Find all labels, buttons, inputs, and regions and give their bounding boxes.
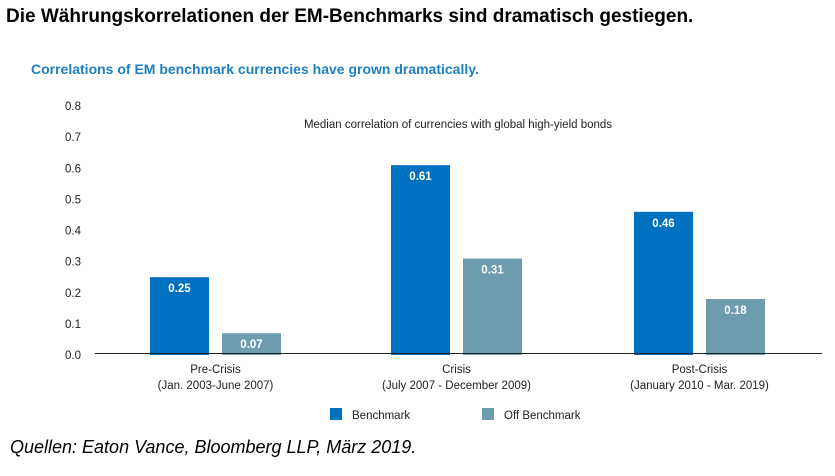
y-tick-label: 0.5 (65, 194, 81, 206)
chart-title: Median correlation of currencies with gl… (304, 119, 612, 131)
bar-chart: 0.0 0.1 0.2 0.3 0.4 0.5 0.6 0.7 0.8 Median corre… (65, 101, 822, 422)
x-axis-labels: Pre-Crisis (Jan. 2003-June 2007) Crisis (Ju… (158, 364, 769, 392)
legend: Benchmark Off Benchmark (330, 408, 581, 422)
y-tick-label: 0.8 (65, 101, 81, 113)
bar-benchmark (634, 211, 693, 355)
x-category-label: Pre-Crisis (190, 364, 241, 376)
bar-benchmark (150, 277, 209, 355)
x-category-label: (July 2007 - December 2009) (382, 380, 531, 392)
bar-value-label: 0.07 (240, 339, 262, 351)
legend-swatch (482, 408, 494, 420)
bar-value-label: 0.61 (409, 171, 432, 183)
y-tick-label: 0.3 (65, 257, 81, 269)
bar-off-benchmark (463, 258, 522, 355)
legend-label: Off Benchmark (504, 410, 581, 422)
bar-value-label: 0.31 (481, 265, 504, 277)
legend-swatch (330, 408, 342, 420)
source-note: Quellen: Eaton Vance, Bloomberg LLP, Mär… (10, 437, 417, 457)
bar-off-benchmark (222, 333, 281, 355)
page-title: Die Währungskorrelationen der EM-Benchma… (6, 6, 694, 27)
y-tick-label: 0.4 (65, 226, 82, 238)
bar-benchmark (391, 165, 450, 355)
x-category-label: Crisis (442, 364, 471, 376)
y-tick-label: 0.2 (65, 288, 81, 300)
y-axis-ticks: 0.0 0.1 0.2 0.3 0.4 0.5 0.6 0.7 0.8 (65, 101, 82, 362)
x-category-label: (January 2010 - Mar. 2019) (630, 380, 769, 392)
legend-label: Benchmark (352, 410, 410, 422)
chart-subtitle: Correlations of EM benchmark currencies … (31, 61, 479, 77)
y-tick-label: 0.0 (65, 350, 81, 362)
y-tick-label: 0.6 (65, 163, 81, 175)
x-category-label: (Jan. 2003-June 2007) (158, 380, 274, 392)
bar-value-label: 0.25 (168, 283, 191, 295)
bar-value-label: 0.18 (724, 305, 747, 317)
bars: 0.25 0.61 0.46 0.07 0.31 0.18 (150, 165, 765, 355)
bar-off-benchmark (706, 298, 765, 355)
y-tick-label: 0.1 (65, 319, 81, 331)
x-category-label: Post-Crisis (672, 364, 728, 376)
bar-value-label: 0.46 (652, 218, 674, 230)
y-tick-label: 0.7 (65, 132, 81, 144)
